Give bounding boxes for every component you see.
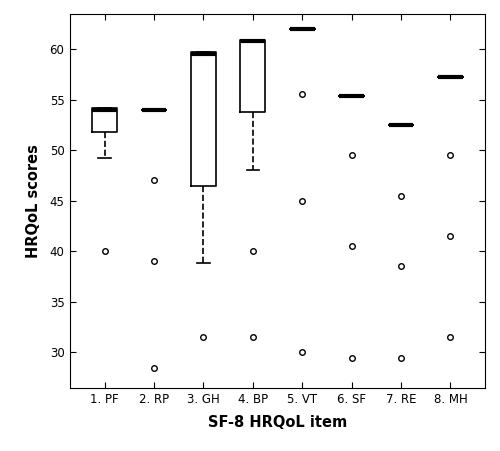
X-axis label: SF-8 HRQoL item: SF-8 HRQoL item [208,415,347,430]
Y-axis label: HRQoL scores: HRQoL scores [26,144,41,258]
